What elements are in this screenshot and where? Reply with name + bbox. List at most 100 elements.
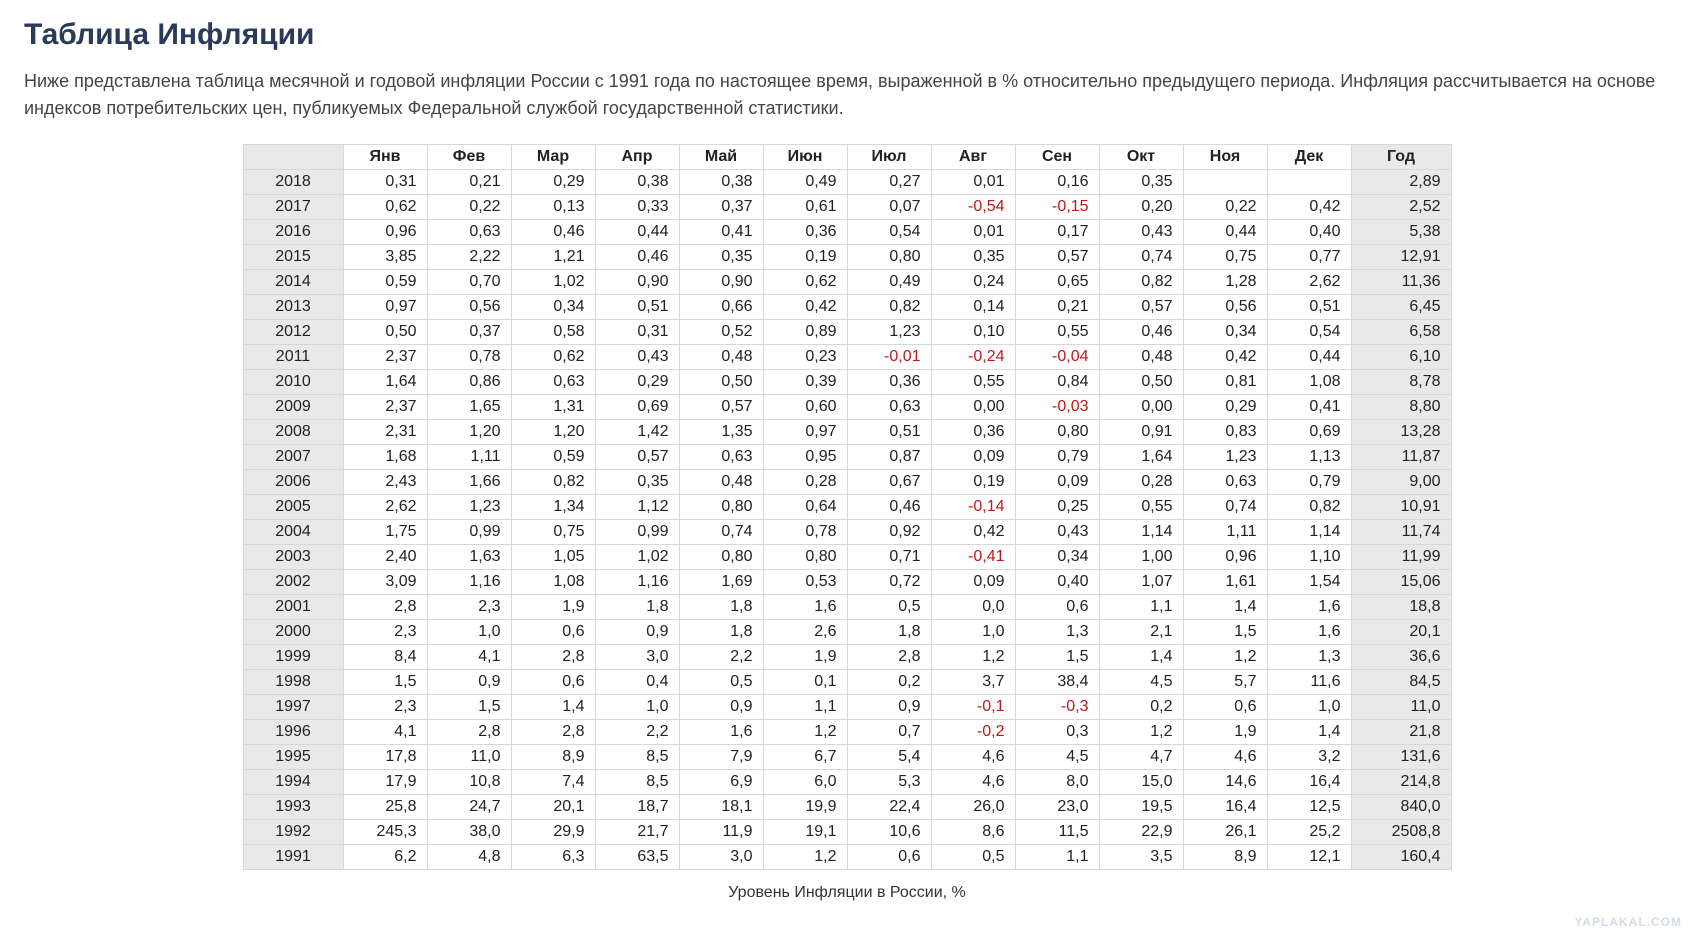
value-cell: 0,69 (595, 395, 679, 420)
value-cell: 0,4 (595, 670, 679, 695)
total-cell: 5,38 (1351, 220, 1451, 245)
value-cell: 1,0 (427, 620, 511, 645)
value-cell: 0,07 (847, 195, 931, 220)
value-cell: 22,4 (847, 795, 931, 820)
value-cell: 1,35 (679, 420, 763, 445)
total-cell: 6,45 (1351, 295, 1451, 320)
value-cell: 19,9 (763, 795, 847, 820)
value-cell: 1,4 (1099, 645, 1183, 670)
value-cell: 8,0 (1015, 770, 1099, 795)
col-month: Июл (847, 145, 931, 170)
total-cell: 9,00 (1351, 470, 1451, 495)
value-cell: 6,9 (679, 770, 763, 795)
value-cell: 1,10 (1267, 545, 1351, 570)
year-cell: 2000 (243, 620, 343, 645)
value-cell: 0,42 (1183, 345, 1267, 370)
value-cell: 4,5 (1099, 670, 1183, 695)
year-cell: 2012 (243, 320, 343, 345)
total-cell: 84,5 (1351, 670, 1451, 695)
total-cell: 12,91 (1351, 245, 1451, 270)
value-cell: 0,67 (847, 470, 931, 495)
value-cell: 1,23 (847, 320, 931, 345)
value-cell: 2,2 (679, 645, 763, 670)
value-cell: 0,48 (679, 345, 763, 370)
year-cell: 1996 (243, 720, 343, 745)
value-cell: 1,68 (343, 445, 427, 470)
col-total: Год (1351, 145, 1451, 170)
value-cell: 1,5 (427, 695, 511, 720)
table-row: 19981,50,90,60,40,50,10,23,738,44,55,711… (243, 670, 1451, 695)
value-cell: 0,75 (1183, 245, 1267, 270)
value-cell: 0,74 (679, 520, 763, 545)
total-cell: 18,8 (1351, 595, 1451, 620)
value-cell: 0,57 (1015, 245, 1099, 270)
value-cell: 0,42 (931, 520, 1015, 545)
value-cell: 2,2 (595, 720, 679, 745)
col-month: Янв (343, 145, 427, 170)
value-cell: 8,9 (511, 745, 595, 770)
value-cell: 1,75 (343, 520, 427, 545)
table-row: 20002,31,00,60,91,82,61,81,01,32,11,51,6… (243, 620, 1451, 645)
value-cell: 0,6 (847, 845, 931, 870)
total-cell: 160,4 (1351, 845, 1451, 870)
value-cell: 1,9 (1183, 720, 1267, 745)
total-cell: 214,8 (1351, 770, 1451, 795)
value-cell: 0,46 (1099, 320, 1183, 345)
value-cell: 0,65 (1015, 270, 1099, 295)
value-cell: 0,19 (931, 470, 1015, 495)
value-cell: 0,37 (427, 320, 511, 345)
value-cell: 22,9 (1099, 820, 1183, 845)
value-cell: 2,8 (427, 720, 511, 745)
table-row: 1992245,338,029,921,711,919,110,68,611,5… (243, 820, 1451, 845)
value-cell: 0,51 (1267, 295, 1351, 320)
value-cell: 2,8 (511, 720, 595, 745)
year-cell: 2002 (243, 570, 343, 595)
value-cell: 1,13 (1267, 445, 1351, 470)
value-cell: 6,7 (763, 745, 847, 770)
value-cell: 0,78 (763, 520, 847, 545)
value-cell: 0,34 (1183, 320, 1267, 345)
value-cell: 0,52 (679, 320, 763, 345)
value-cell: 1,11 (427, 445, 511, 470)
value-cell: 1,61 (1183, 570, 1267, 595)
inflation-table: ЯнвФевМарАпрМайИюнИюлАвгСенОктНояДекГод … (243, 144, 1452, 870)
col-month: Ноя (1183, 145, 1267, 170)
value-cell: 18,7 (595, 795, 679, 820)
value-cell: 0,6 (1183, 695, 1267, 720)
value-cell: 0,40 (1267, 220, 1351, 245)
col-month: Апр (595, 145, 679, 170)
value-cell: 0,62 (343, 195, 427, 220)
value-cell: -0,15 (1015, 195, 1099, 220)
total-cell: 15,06 (1351, 570, 1451, 595)
value-cell: 0,36 (763, 220, 847, 245)
value-cell: 0,58 (511, 320, 595, 345)
table-row: 20112,370,780,620,430,480,23-0,01-0,24-0… (243, 345, 1451, 370)
year-cell: 2009 (243, 395, 343, 420)
total-cell: 131,6 (1351, 745, 1451, 770)
value-cell: 2,8 (847, 645, 931, 670)
value-cell: 14,6 (1183, 770, 1267, 795)
value-cell: 0,99 (427, 520, 511, 545)
table-row: 19998,44,12,83,02,21,92,81,21,51,41,21,3… (243, 645, 1451, 670)
table-row: 19916,24,86,363,53,01,20,60,51,13,58,912… (243, 845, 1451, 870)
value-cell: 0,36 (931, 420, 1015, 445)
value-cell: 5,4 (847, 745, 931, 770)
year-cell: 2004 (243, 520, 343, 545)
value-cell: 0,62 (763, 270, 847, 295)
value-cell: 1,2 (931, 645, 1015, 670)
value-cell: 1,8 (679, 595, 763, 620)
value-cell: 0,46 (595, 245, 679, 270)
value-cell: -0,41 (931, 545, 1015, 570)
value-cell: 0,51 (595, 295, 679, 320)
value-cell: 3,7 (931, 670, 1015, 695)
value-cell: 1,63 (427, 545, 511, 570)
table-row: 20130,970,560,340,510,660,420,820,140,21… (243, 295, 1451, 320)
value-cell: 1,23 (427, 495, 511, 520)
value-cell: 12,1 (1267, 845, 1351, 870)
col-month: Сен (1015, 145, 1099, 170)
value-cell: 1,6 (679, 720, 763, 745)
value-cell: 0,99 (595, 520, 679, 545)
value-cell: 0,22 (427, 195, 511, 220)
value-cell: 15,0 (1099, 770, 1183, 795)
value-cell: 0,78 (427, 345, 511, 370)
